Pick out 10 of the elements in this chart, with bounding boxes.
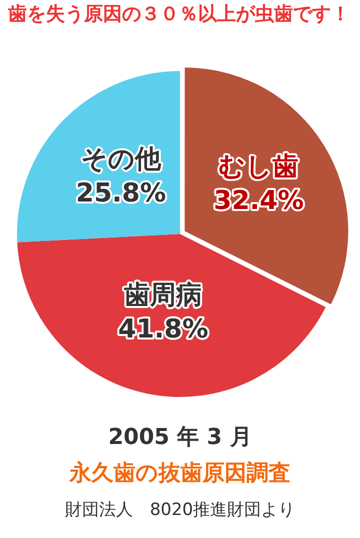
data-label: 41.8% [118,314,208,345]
data-label: 25.8% [76,178,166,209]
slice-label: その他 [80,144,162,175]
slice-label: 歯周病 [123,280,202,311]
data-label: 32.4% [214,186,304,216]
text: 永久歯の抜歯原因調査 [68,460,292,488]
chart-title: 歯を失う原因の３０％以上が虫歯です！ [7,2,351,27]
text: 2005 年 3 月 [107,424,253,452]
slice-label: むし歯 [218,152,299,182]
text: 財団法人 8020推進財団より [64,499,296,522]
